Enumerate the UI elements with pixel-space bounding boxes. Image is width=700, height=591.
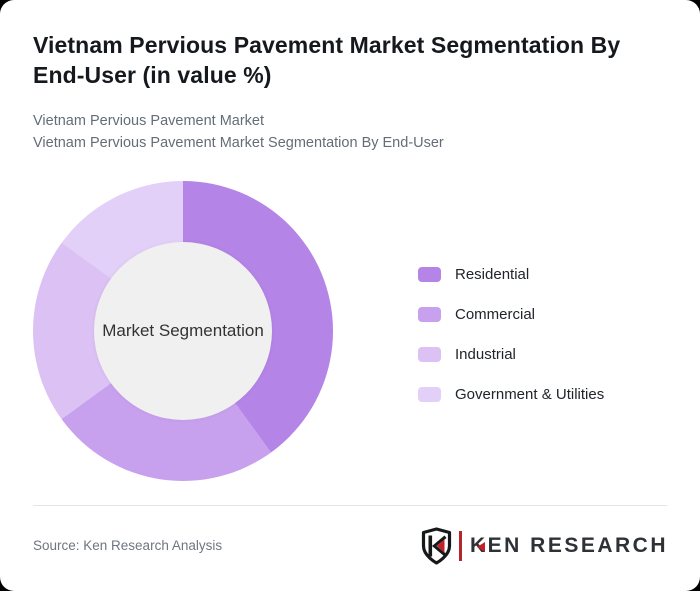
legend-label: Government & Utilities <box>455 386 605 403</box>
logo-divider-bar <box>458 531 462 561</box>
chart-subtitle-market: Vietnam Pervious Pavement Market <box>33 113 265 129</box>
legend-label: Commercial <box>455 306 536 323</box>
legend-label: Residential <box>455 266 530 283</box>
legend-swatch <box>418 307 441 322</box>
logo-red-triangle-icon <box>476 542 485 552</box>
logo-wordmark: K EN RESEARCH <box>470 534 668 558</box>
chart-legend: Residential Commercial Industrial Governmen… <box>418 266 604 403</box>
legend-swatch <box>418 267 441 282</box>
legend-item-residential[interactable]: Residential <box>418 266 604 283</box>
legend-swatch <box>418 347 441 362</box>
footer-divider <box>33 505 667 506</box>
chart-title: Vietnam Pervious Pavement Market Segment… <box>33 32 621 89</box>
legend-item-commercial[interactable]: Commercial <box>418 306 604 323</box>
legend-label: Industrial <box>455 346 516 363</box>
legend-item-industrial[interactable]: Industrial <box>418 346 604 363</box>
chart-subtitle-segmentation: Vietnam Pervious Pavement Market Segment… <box>33 135 444 151</box>
donut-chart[interactable]: Market Segmentation <box>33 181 333 481</box>
source-text: Source: Ken Research Analysis <box>33 538 223 553</box>
legend-swatch <box>418 387 441 402</box>
donut-center: Market Segmentation <box>94 242 272 420</box>
ken-research-logo: K EN RESEARCH <box>421 527 668 565</box>
legend-item-government-utilities[interactable]: Government & Utilities <box>418 386 604 403</box>
ken-research-shield-icon <box>421 527 452 565</box>
logo-wordmark-rest: EN RESEARCH <box>487 534 668 557</box>
donut-center-label: Market Segmentation <box>102 321 264 340</box>
